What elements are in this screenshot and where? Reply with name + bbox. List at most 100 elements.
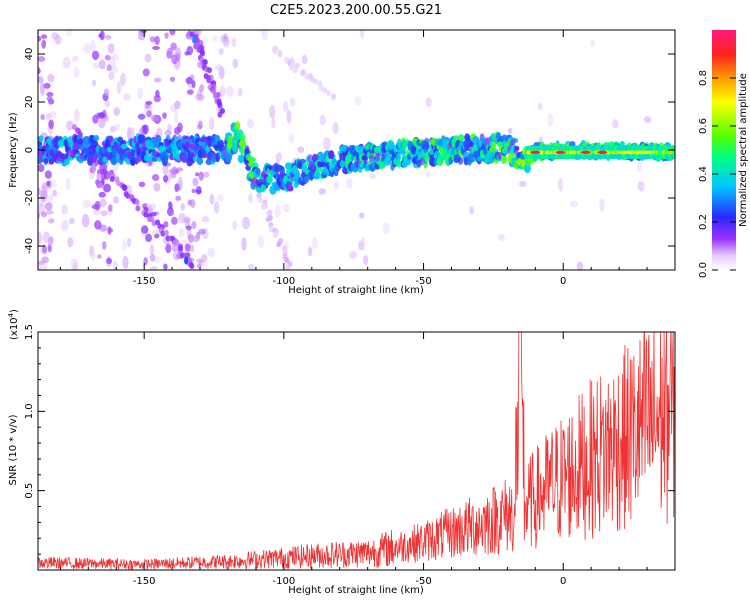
ridge-blob	[311, 153, 318, 163]
snr-y-tick-label: 0.5	[24, 483, 35, 499]
ridge-blob	[439, 147, 445, 158]
noise-speckle	[323, 136, 331, 151]
noise-column-blob	[142, 68, 150, 77]
diagonal-feature	[312, 77, 318, 84]
noise-column-blob	[38, 211, 41, 220]
ridge-blob	[313, 171, 321, 180]
noise-column-blob	[189, 244, 195, 253]
diagonal-feature	[276, 241, 282, 248]
noise-column-blob	[103, 170, 111, 180]
snr-y-exponent-power: 4	[7, 312, 15, 317]
ridge-blob	[442, 139, 449, 150]
diagonal-feature	[284, 257, 290, 264]
noise-column-blob	[165, 243, 172, 254]
ridge-blob	[463, 156, 469, 166]
steady-segment-peak	[642, 150, 653, 154]
noise-speckle	[286, 109, 292, 124]
noise-speckle	[312, 236, 318, 250]
spectrogram-y-axis: -40 -20 0 20 40	[24, 48, 675, 254]
noise-speckle	[226, 86, 235, 97]
noise-speckle	[425, 170, 431, 178]
noise-column-blob	[195, 189, 202, 194]
noise-speckle	[61, 204, 68, 215]
noise-column-blob	[48, 119, 54, 130]
noise-column-blob	[153, 182, 161, 192]
ridge-blob	[239, 155, 245, 163]
noise-column-blob	[191, 221, 197, 230]
noise-speckle	[104, 100, 111, 108]
snr-series-line	[38, 332, 675, 570]
noise-column-blob	[38, 75, 44, 84]
noise-speckle	[611, 119, 619, 129]
noise-column-blob	[97, 254, 102, 259]
diagonal-feature	[202, 59, 208, 66]
noise-column-blob	[196, 263, 202, 269]
noise-column-blob	[103, 88, 110, 96]
noise-column-blob	[170, 42, 177, 51]
noise-speckle	[184, 217, 191, 228]
noise-speckle	[211, 34, 218, 43]
noise-speckle	[248, 192, 253, 204]
ridge-blob	[457, 134, 465, 142]
ridge-blob	[207, 140, 213, 148]
noise-speckle	[222, 38, 230, 49]
noise-column-blob	[152, 174, 160, 182]
spectrogram-x-tick-label: -100	[273, 276, 296, 287]
noise-speckle	[113, 196, 119, 204]
noise-column-blob	[199, 84, 205, 93]
noise-column-blob	[184, 243, 191, 252]
noise-column-blob	[46, 91, 54, 97]
noise-column-blob	[102, 240, 107, 250]
noise-column-blob	[163, 221, 169, 228]
noise-column-blob	[191, 80, 196, 89]
diagonal-feature	[135, 205, 141, 212]
noise-column-blob	[38, 76, 39, 78]
ridge-blob	[319, 162, 327, 168]
noise-column-blob	[185, 225, 192, 231]
noise-speckle	[346, 178, 353, 189]
noise-speckle	[83, 43, 91, 54]
noise-column-blob	[98, 118, 106, 129]
noise-speckle	[72, 262, 79, 270]
noise-speckle	[547, 113, 554, 127]
noise-speckle	[637, 180, 645, 192]
diagonal-highlight	[192, 35, 197, 44]
ridge-blob	[255, 167, 261, 176]
noise-speckle	[74, 108, 80, 122]
noise-speckle	[282, 100, 289, 113]
noise-column-blob	[150, 211, 158, 217]
ridge-blob	[239, 148, 246, 155]
noise-column-blob	[40, 211, 47, 218]
noise-column-blob	[149, 36, 156, 43]
ridge-halo	[309, 161, 315, 170]
ridge-blob	[163, 154, 168, 163]
noise-column-blob	[163, 263, 168, 270]
noise-speckle	[92, 209, 101, 216]
noise-column-blob	[151, 114, 159, 122]
noise-column-blob	[92, 114, 99, 124]
diagonal-feature	[285, 264, 291, 270]
diagonal-feature	[300, 70, 306, 77]
ridge-blob	[43, 157, 49, 164]
noise-speckle	[289, 97, 296, 107]
noise-speckle	[109, 125, 116, 133]
ridge-halo	[41, 145, 47, 154]
diagonal-feature	[189, 263, 195, 270]
spectrogram-x-axis: -150 -100 -50 0	[59, 30, 676, 287]
steady-segment-peak	[619, 150, 630, 154]
snr-y-tick-label: 1.5	[24, 324, 35, 340]
noise-speckle	[90, 39, 96, 53]
noise-column-blob	[97, 112, 106, 118]
noise-speckle	[71, 55, 79, 63]
svg-text:(x104): (x104)	[7, 309, 20, 340]
diagonal-feature	[98, 182, 104, 189]
noise-column-blob	[154, 35, 160, 45]
ridge-blob	[500, 154, 507, 164]
noise-speckle	[39, 81, 45, 93]
snr-y-exponent: (x104)	[7, 309, 20, 340]
steady-segment-peak	[555, 150, 566, 154]
diagonal-feature	[109, 176, 115, 183]
noise-speckle	[178, 212, 186, 224]
ridge-halo	[287, 183, 293, 192]
noise-speckle	[360, 30, 365, 40]
